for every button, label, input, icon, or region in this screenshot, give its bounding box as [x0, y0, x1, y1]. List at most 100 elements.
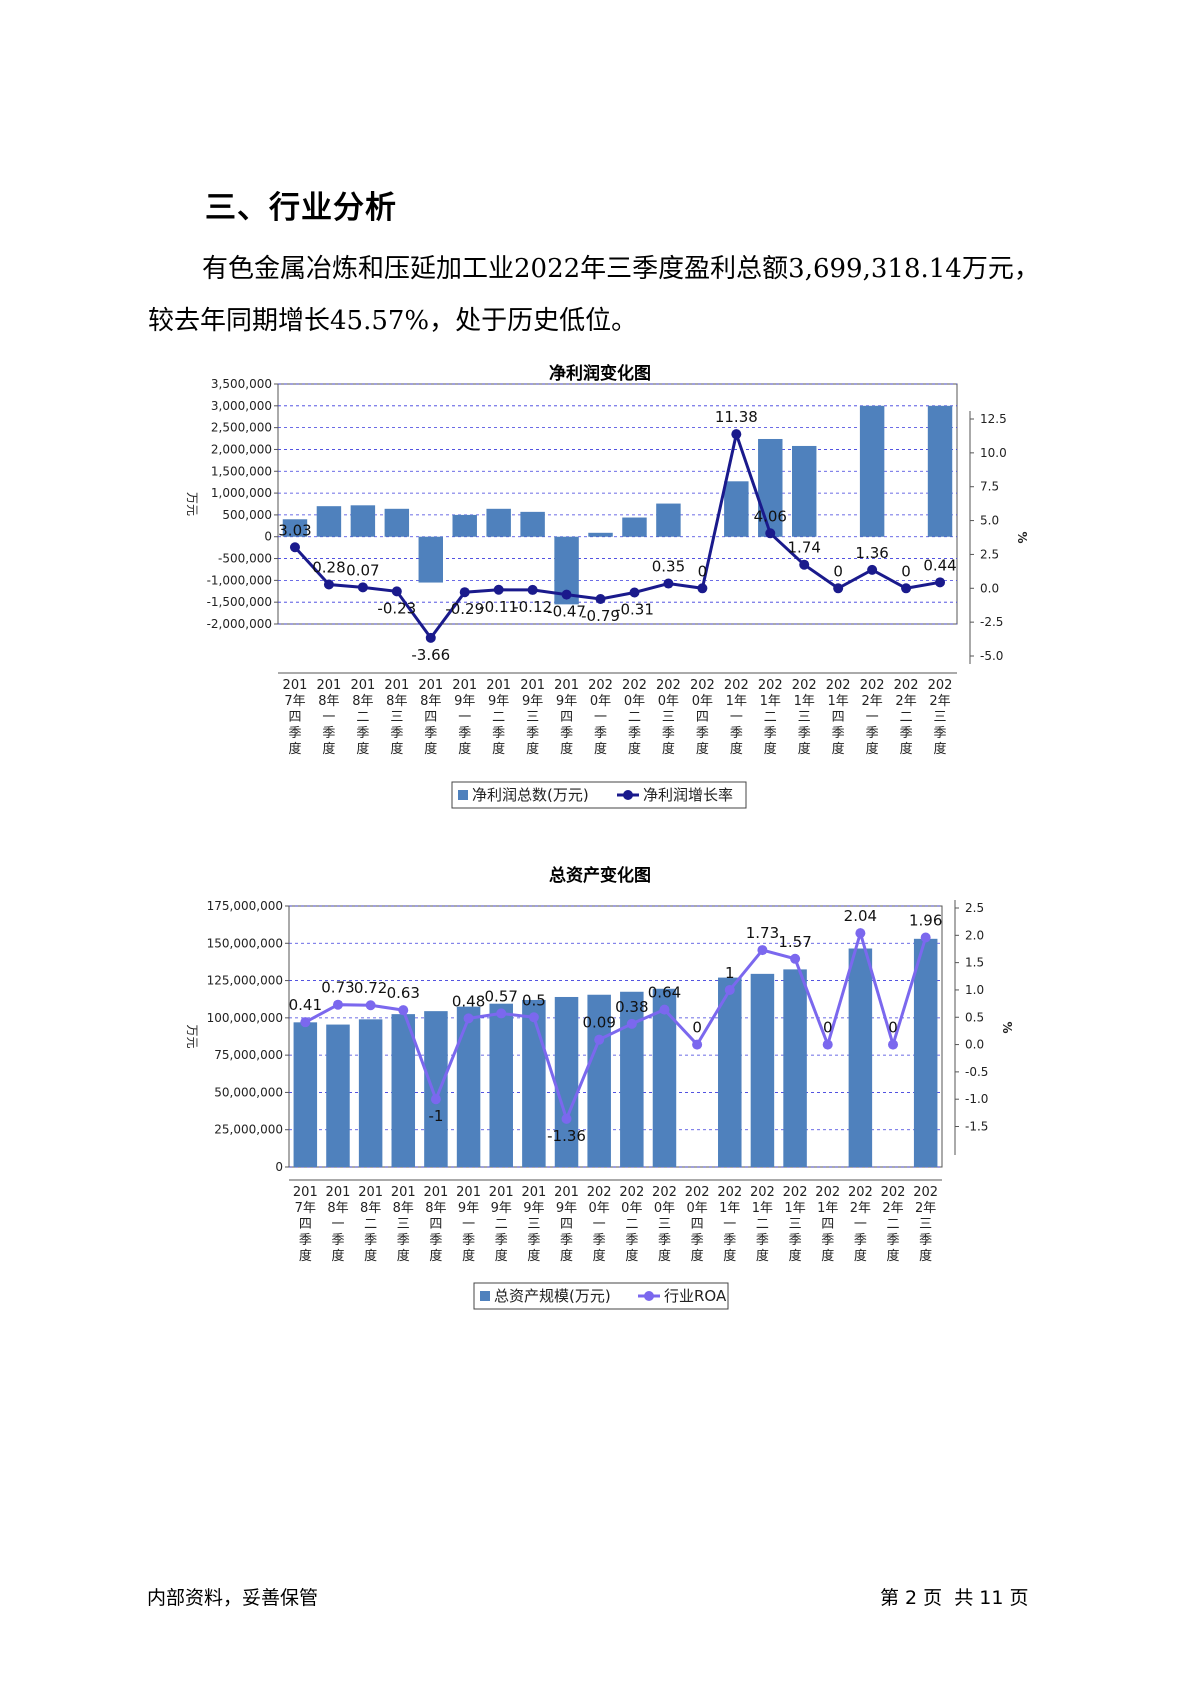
series-point [561, 1113, 572, 1124]
x-tick-label-part: 度 [900, 741, 913, 757]
bar [783, 969, 807, 1167]
x-tick-label-part: 度 [832, 741, 845, 757]
x-tick-label-part: 季 [691, 1233, 704, 1248]
data-label: 0 [888, 1019, 898, 1037]
x-tick-label-part: 7年 [295, 1201, 316, 1216]
x-tick-label-part: 三 [934, 710, 947, 725]
bar [554, 996, 579, 1167]
x-tick-label-part: 0年 [658, 694, 679, 709]
x-tick-label-part: 三 [390, 710, 403, 725]
data-label: 1.74 [788, 539, 821, 557]
data-label: -0.11 [479, 598, 518, 616]
x-tick-label-part: 度 [526, 741, 539, 757]
data-label: 3.03 [278, 521, 311, 539]
x-tick-label-part: 202 [656, 678, 681, 693]
x-tick-label-part: 度 [764, 741, 777, 757]
x-tick-label-part: 1年 [817, 1201, 838, 1216]
y-tick-label: 75,000,000 [214, 1048, 283, 1062]
y-tick-label: 0 [275, 1160, 283, 1174]
data-label: 0.64 [648, 984, 681, 1002]
legend-bar-label: 总资产规模(万元) [494, 1287, 611, 1305]
x-tick-label-part: 9年 [488, 694, 509, 709]
legend-bar-swatch [480, 1291, 490, 1301]
x-tick-label-part: 四 [691, 1217, 704, 1232]
x-tick-label-part: 0年 [621, 1201, 642, 1216]
data-label: -0.12 [513, 598, 552, 616]
x-tick-label-part: 202 [826, 678, 851, 693]
x-tick-label-part: 季 [832, 726, 845, 741]
x-tick-label-part: 度 [625, 1248, 638, 1264]
x-tick-label: 2022年三季度 [928, 678, 953, 757]
x-tick-label-part: 201 [418, 678, 443, 693]
x-tick-label-part: 0年 [654, 1201, 675, 1216]
series-line [304, 927, 928, 1124]
x-tick-label-part: 二 [625, 1217, 638, 1232]
x-tick-label-part: 三 [397, 1217, 410, 1232]
x-tick-label-part: 9年 [522, 694, 543, 709]
footer-confidential-note: 内部资料，妥善保管 [147, 1587, 319, 1609]
x-tick-label-part: 四 [832, 710, 845, 725]
data-label: 1.96 [909, 911, 942, 929]
x-tick-label-part: 季 [322, 726, 335, 741]
x-tick-label-part: 季 [723, 1233, 736, 1248]
y2-tick-label: 0.0 [980, 581, 999, 595]
x-tick-label-part: 季 [798, 726, 811, 741]
x-tick-label-part: 201 [486, 678, 511, 693]
series-point [289, 542, 300, 553]
data-label: 0 [901, 562, 911, 580]
data-label: 0.09 [582, 1014, 615, 1032]
bar [350, 505, 376, 537]
x-tick-label-part: 9年 [556, 1201, 577, 1216]
x-tick-label-part: 度 [662, 741, 675, 757]
x-tick-label-part: 202 [758, 678, 783, 693]
x-tick-label-part: 季 [593, 1233, 606, 1248]
bar [316, 506, 342, 537]
y-tick-label: 2,000,000 [211, 442, 272, 456]
bar [358, 1019, 383, 1167]
series-point [528, 1012, 539, 1023]
x-tick-label-part: 季 [527, 1233, 540, 1248]
x-tick-label-part: 三 [527, 1217, 540, 1232]
y2-tick-label: 1.5 [965, 956, 984, 970]
x-tick-label-part: 202 [750, 1185, 775, 1200]
x-tick-label-part: 度 [288, 741, 301, 757]
x-tick-label-part: 度 [429, 1248, 442, 1264]
x-tick-label-part: 四 [424, 710, 437, 725]
x-tick-label-part: 度 [527, 1248, 540, 1264]
bar [750, 973, 775, 1167]
series-point [365, 1000, 376, 1011]
x-tick-label-part: 四 [821, 1217, 834, 1232]
y-tick-label: -2,000,000 [207, 617, 272, 631]
x-tick-label-part: 8年 [425, 1201, 446, 1216]
bar [758, 438, 783, 537]
x-tick-label-part: 9年 [523, 1201, 544, 1216]
x-tick-label-part: 度 [866, 741, 879, 757]
data-label: -0.29 [445, 600, 484, 618]
x-tick-label-part: 1年 [794, 694, 815, 709]
data-label: 0 [692, 1019, 702, 1037]
x-tick-label-part: 202 [652, 1185, 677, 1200]
net-profit-chart: 净利润变化图 3,500,000 3,000,000 2,500,000 2,000,0… [185, 363, 1029, 809]
x-tick-label-part: 201 [317, 678, 342, 693]
data-label: -3.66 [411, 646, 450, 664]
y2-tick-label: 2.5 [980, 547, 999, 561]
data-label: 0.72 [354, 979, 387, 997]
x-tick-label-part: 季 [625, 1233, 638, 1248]
x-tick-label-part: 三 [798, 710, 811, 725]
x-tick-label-part: 度 [397, 1248, 410, 1264]
x-tick-label-part: 202 [860, 678, 885, 693]
x-tick-label-part: 季 [526, 726, 539, 741]
bar [452, 514, 477, 537]
section-heading: 三、行业分析 [205, 190, 397, 226]
bar [520, 511, 545, 537]
legend-line-label: 净利润增长率 [643, 786, 733, 804]
x-tick-label-part: 201 [452, 678, 477, 693]
x-tick-label-part: 二 [764, 710, 777, 725]
